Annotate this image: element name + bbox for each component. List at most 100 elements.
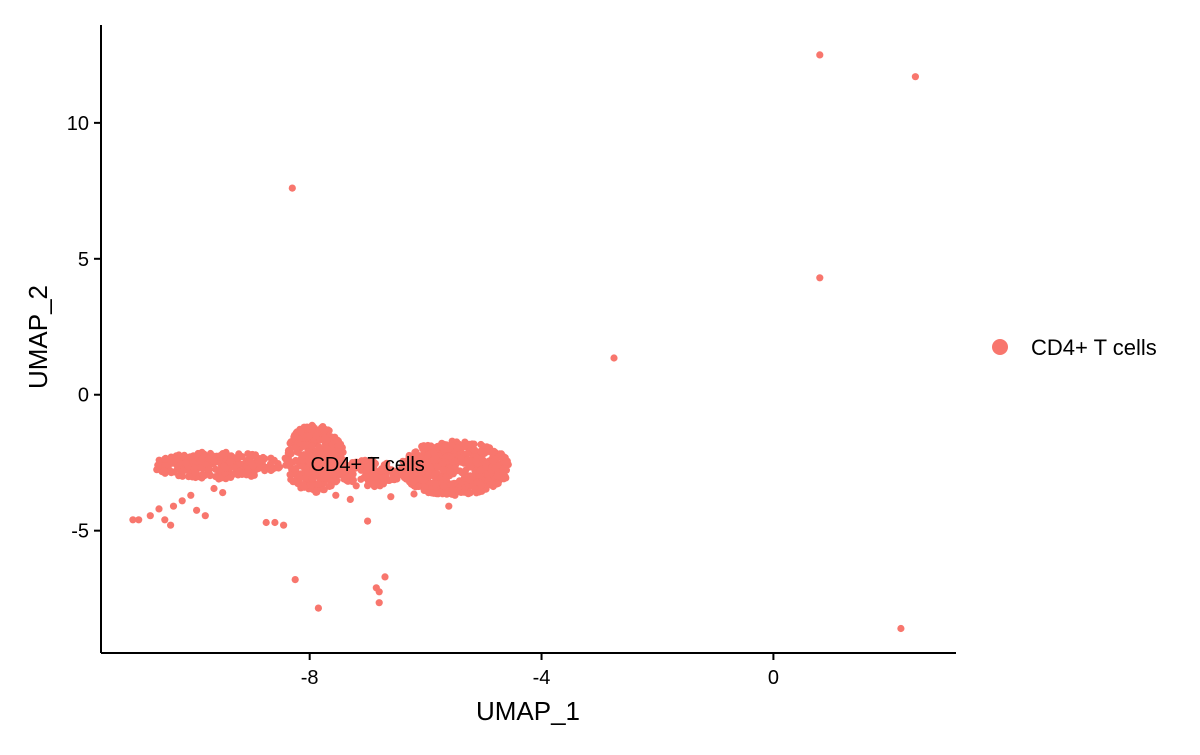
data-point (315, 443, 323, 451)
data-point (153, 466, 161, 474)
data-point (244, 467, 252, 475)
data-point (502, 458, 510, 467)
data-point (439, 466, 447, 474)
data-point (489, 448, 498, 456)
data-point (298, 462, 307, 471)
data-point (360, 473, 368, 481)
data-point (411, 454, 419, 462)
y-tick-label: -5 (71, 521, 89, 543)
data-point (361, 456, 369, 464)
data-point (178, 497, 186, 505)
data-point (308, 452, 316, 461)
data-point (247, 458, 255, 466)
data-point (317, 424, 325, 432)
cluster-label: CD4+ T cells (310, 454, 424, 476)
data-point (911, 73, 920, 81)
data-point (249, 451, 258, 460)
data-point (286, 471, 294, 479)
data-point (321, 450, 329, 458)
data-point (430, 448, 438, 456)
data-point (470, 446, 478, 454)
data-point (816, 274, 824, 282)
data-point (491, 464, 499, 472)
data-point (289, 465, 297, 473)
data-point (220, 462, 228, 470)
data-point (292, 456, 300, 465)
y-tick-label: 5 (78, 249, 89, 271)
data-point (380, 461, 388, 469)
data-point (330, 453, 338, 462)
data-point (610, 354, 618, 362)
x-axis-title: UMAP_1 (476, 696, 580, 726)
data-point (441, 442, 449, 450)
data-point (167, 469, 175, 477)
data-point (210, 484, 218, 493)
data-point (445, 502, 453, 510)
data-point (460, 474, 468, 482)
data-point (375, 588, 383, 596)
data-point (155, 456, 163, 464)
data-point (167, 521, 175, 529)
data-point (291, 576, 299, 584)
data-point (387, 493, 395, 501)
data-point (489, 457, 497, 465)
data-point (442, 475, 450, 483)
data-point (186, 453, 194, 461)
legend-label-cd4-t-cells: CD4+ T cells (1031, 335, 1157, 360)
data-point (499, 469, 507, 477)
data-point (247, 472, 255, 480)
data-point (349, 476, 357, 484)
data-point (300, 483, 308, 491)
data-point (212, 465, 220, 473)
data-point (169, 502, 178, 510)
data-point (325, 482, 333, 490)
data-point (280, 521, 288, 529)
data-point (493, 472, 501, 480)
data-point (897, 624, 905, 633)
data-point (476, 466, 484, 474)
data-point (440, 482, 448, 490)
data-point (219, 489, 227, 497)
data-point (319, 474, 327, 482)
data-point (218, 451, 226, 459)
data-point (337, 469, 346, 477)
data-point (310, 462, 318, 470)
data-point (338, 463, 346, 471)
data-point (369, 480, 377, 488)
data-point (217, 474, 225, 482)
data-point (334, 436, 342, 444)
data-point (472, 457, 480, 465)
data-point (375, 599, 383, 607)
data-point (206, 472, 214, 480)
data-point (463, 449, 472, 457)
data-point (426, 463, 434, 471)
data-point (439, 460, 447, 468)
data-point (448, 490, 456, 498)
data-point (352, 482, 360, 490)
data-point (424, 489, 433, 497)
data-point (467, 462, 475, 471)
data-point (381, 573, 389, 581)
data-point (443, 490, 451, 498)
data-point (446, 467, 454, 476)
data-point (226, 458, 234, 466)
data-point (321, 434, 329, 442)
legend-key-cd4-t-cells (992, 339, 1008, 355)
data-point (346, 495, 354, 503)
data-point (236, 460, 244, 468)
data-point (424, 451, 432, 459)
data-point (420, 442, 428, 450)
data-point (363, 463, 371, 471)
data-point (460, 488, 468, 496)
data-point (172, 455, 181, 463)
data-point (447, 441, 455, 450)
legend: CD4+ T cells (992, 335, 1157, 360)
data-point (271, 518, 279, 527)
data-point (210, 457, 218, 465)
data-point (179, 467, 187, 475)
data-point (323, 445, 331, 453)
data-point (457, 454, 465, 463)
data-point (410, 490, 418, 498)
